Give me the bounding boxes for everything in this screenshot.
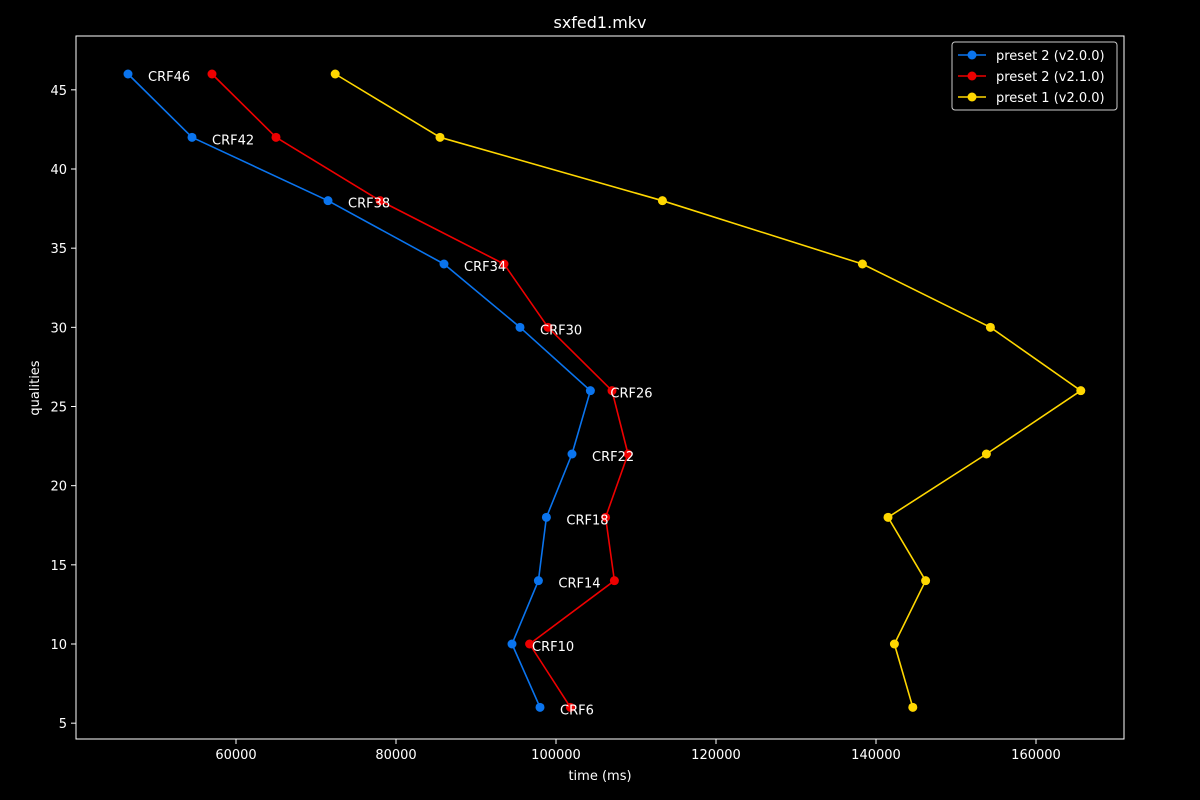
crf-annotation: CRF18 — [566, 513, 608, 528]
data-point — [607, 386, 617, 396]
data-point — [515, 322, 525, 332]
data-point — [857, 259, 867, 269]
data-point — [585, 386, 595, 396]
legend-marker — [967, 92, 977, 102]
legend-label: preset 2 (v2.0.0) — [996, 49, 1105, 64]
y-tick-label: 45 — [50, 84, 67, 99]
x-tick-label: 60000 — [215, 748, 256, 763]
crf-annotation: CRF14 — [558, 577, 600, 592]
data-point — [985, 322, 995, 332]
data-point — [908, 702, 918, 712]
y-tick-label: 25 — [50, 401, 67, 416]
y-tick-label: 30 — [50, 321, 67, 336]
data-point — [271, 132, 281, 142]
y-tick-label: 40 — [50, 163, 67, 178]
legend: preset 2 (v2.0.0) preset 2 (v2.1.0) preset… — [951, 41, 1118, 111]
y-tick-label: 15 — [50, 559, 67, 574]
x-axis-label: time (ms) — [568, 769, 631, 784]
y-tick-label: 20 — [50, 480, 67, 495]
data-point — [330, 69, 340, 79]
data-point — [375, 196, 385, 206]
data-point — [507, 639, 517, 649]
x-axis: 60000 80000 100000 120000 140000 160000 — [215, 739, 1061, 763]
crf-annotation: CRF30 — [540, 323, 582, 338]
data-point — [921, 576, 931, 586]
data-point — [439, 259, 449, 269]
y-axis-label: qualities — [28, 360, 43, 415]
crf-annotation: CRF22 — [592, 450, 634, 465]
x-tick-label: 80000 — [375, 748, 416, 763]
data-point — [567, 449, 577, 459]
legend-box — [951, 41, 1118, 111]
data-point — [565, 702, 575, 712]
legend-label: preset 2 (v2.1.0) — [996, 70, 1105, 85]
data-point — [543, 322, 553, 332]
x-tick-label: 100000 — [531, 748, 581, 763]
x-tick-label: 160000 — [1011, 748, 1061, 763]
y-tick-label: 35 — [50, 242, 67, 257]
data-point — [1076, 386, 1086, 396]
data-point — [541, 512, 551, 522]
x-tick-label: 120000 — [691, 748, 741, 763]
data-point — [981, 449, 991, 459]
legend-marker — [967, 71, 977, 81]
data-point — [123, 69, 133, 79]
data-point — [601, 512, 611, 522]
data-point — [883, 512, 893, 522]
data-point — [323, 196, 333, 206]
crf-annotation: CRF42 — [212, 133, 254, 148]
crf-annotation: CRF46 — [148, 70, 190, 85]
x-tick-label: 140000 — [851, 748, 901, 763]
plot-area — [75, 35, 1125, 740]
data-point — [533, 576, 543, 586]
crf-annotation: CRF6 — [560, 703, 594, 718]
legend-label: preset 1 (v2.0.0) — [996, 91, 1105, 106]
series-layer — [123, 69, 1086, 712]
data-point — [623, 449, 633, 459]
legend-marker — [967, 50, 977, 60]
data-point — [435, 132, 445, 142]
crf-annotation: CRF38 — [348, 197, 390, 212]
data-point — [535, 702, 545, 712]
y-axis: 5 10 15 20 25 30 35 40 45 — [50, 84, 76, 732]
y-tick-label: 10 — [50, 638, 67, 653]
crf-annotation: CRF10 — [532, 640, 574, 655]
data-point — [657, 196, 667, 206]
crf-annotation: CRF26 — [610, 387, 652, 402]
data-point — [609, 576, 619, 586]
crf-annotation: CRF34 — [464, 260, 506, 275]
annotation-layer: CRF46 CRF42 CRF38 CRF34 CRF30 CRF26 CRF22 CRF18… — [148, 70, 653, 718]
chart-title: sxfed1.mkv — [553, 13, 646, 32]
data-point — [525, 639, 535, 649]
data-point — [187, 132, 197, 142]
data-point — [889, 639, 899, 649]
data-point — [207, 69, 217, 79]
data-point — [499, 259, 509, 269]
y-tick-label: 5 — [59, 717, 67, 732]
